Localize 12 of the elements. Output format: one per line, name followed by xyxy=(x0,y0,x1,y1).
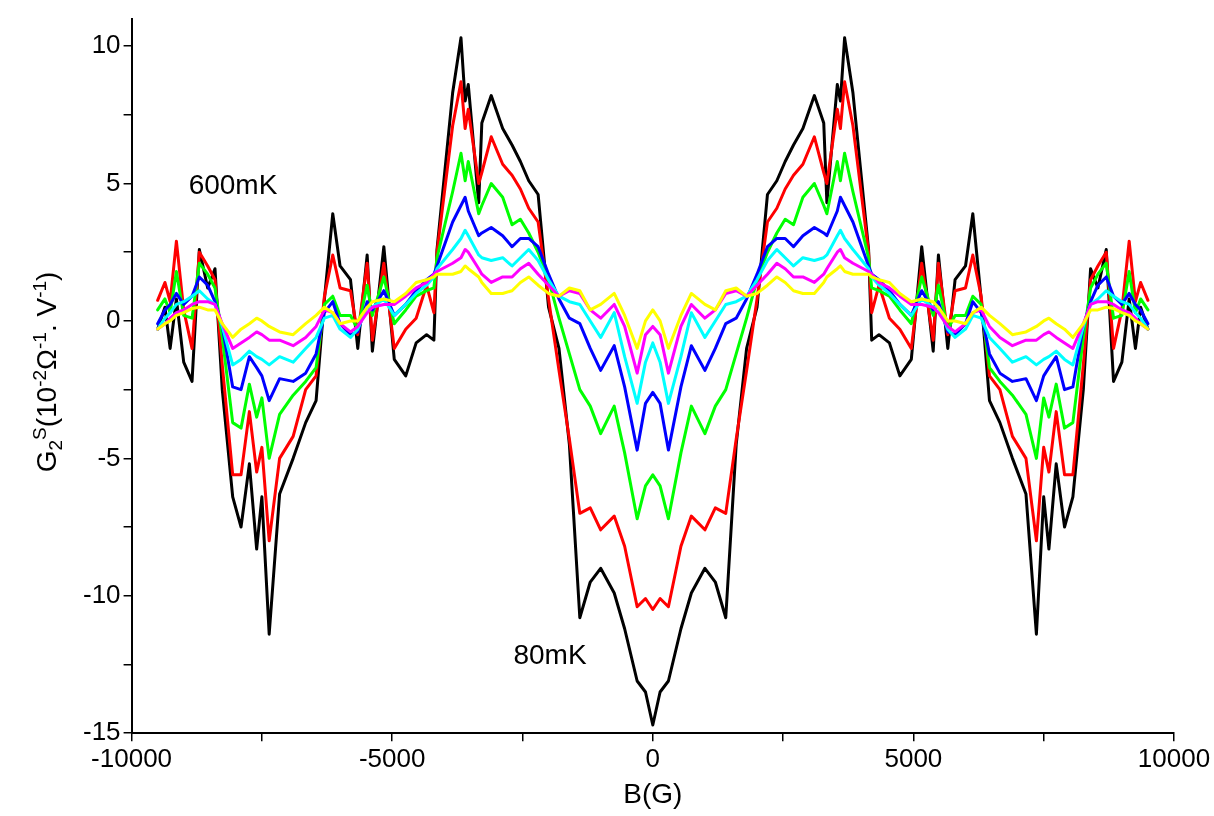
annotation: 600mK xyxy=(188,168,278,200)
x-tick-label: 10000 xyxy=(1137,742,1211,773)
x-axis-title: B(G) xyxy=(623,777,683,809)
y-tick-label: 5 xyxy=(106,166,121,197)
y-tick-label: 10 xyxy=(91,29,121,60)
x-tick-label: 5000 xyxy=(884,742,943,773)
annotation: 80mK xyxy=(513,638,587,670)
y-tick-label: -10 xyxy=(83,578,121,609)
x-tick-label: 0 xyxy=(645,742,661,773)
y-tick-label: -5 xyxy=(97,441,121,472)
x-tick-label: -5000 xyxy=(358,742,426,773)
y-tick-label: 0 xyxy=(106,304,121,335)
